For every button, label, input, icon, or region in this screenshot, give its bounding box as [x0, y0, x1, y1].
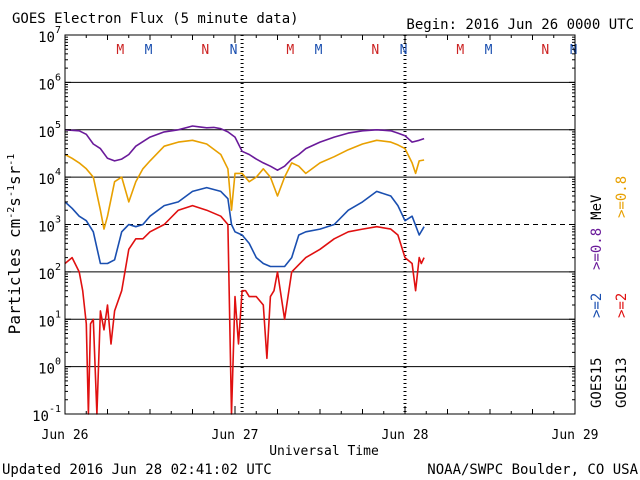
marker-n: N [541, 43, 549, 58]
x-tick-label: Jun 26 [42, 428, 89, 443]
marker-m: M [456, 43, 464, 58]
y-tick-label: 107 [38, 25, 61, 46]
marker-n: N [400, 43, 408, 58]
marker-m: M [116, 43, 124, 58]
legend-goes13-2: >=2 [614, 293, 630, 318]
x-axis-label: Universal Time [269, 444, 379, 459]
marker-m: M [145, 43, 153, 58]
marker-m: M [485, 43, 493, 58]
y-axis-label-exp3: -1 [6, 154, 17, 166]
x-tick-label: Jun 28 [382, 428, 429, 443]
y-axis-label-exp1: -2 [6, 207, 17, 219]
series-line-0 [64, 125, 425, 171]
y-tick-label: 101 [38, 309, 61, 330]
marker-m: M [286, 43, 294, 58]
credit: NOAA/SWPC Boulder, CO USA [427, 462, 638, 478]
marker-n: N [230, 43, 238, 58]
begin-time: Begin: 2016 Jun 26 0000 UTC [406, 17, 634, 33]
updated-timestamp: Updated 2016 Jun 28 02:41:02 UTC [2, 462, 272, 478]
y-axis-label-main: Particles cm [5, 219, 24, 335]
legend-goes13-sat: GOES13 [614, 357, 630, 408]
y-axis-ticks: 10-1 100 101 102 103 104 105 106 107 [32, 25, 575, 425]
marker-n: N [201, 43, 209, 58]
svg-text:Particles cm-2s-1sr-1: Particles cm-2s-1sr-1 [5, 154, 24, 335]
x-axis-ticks: Jun 26 Jun 27 Jun 28 Jun 29 [42, 35, 599, 443]
legend-goes15-08: >=0.8 MeV [589, 194, 605, 270]
marker-m: M [315, 43, 323, 58]
y-tick-label: 102 [38, 262, 61, 283]
series-line-3 [64, 204, 425, 415]
legend-goes15-2: >=2 [589, 293, 605, 318]
y-axis-label-sr: sr [5, 165, 24, 185]
marker-n: N [570, 43, 578, 58]
y-tick-label: 105 [38, 120, 61, 141]
legend-goes15-sat: GOES15 [589, 357, 605, 408]
series-line-2 [64, 186, 425, 268]
marker-n: N [371, 43, 379, 58]
legend-goes15-08-label: >=0.8 [589, 228, 605, 270]
y-axis-label-exp2: -1 [6, 185, 17, 197]
chart-title: GOES Electron Flux (5 minute data) [12, 11, 299, 27]
y-tick-label: 104 [38, 167, 61, 188]
y-axis-label: Particles cm-2s-1sr-1 [5, 154, 24, 335]
x-tick-label: Jun 29 [552, 428, 599, 443]
series-lines [64, 125, 425, 415]
grid-lines [65, 81, 575, 368]
legend: >=0.8 MeV >=2 GOES15 >=0.8 >=2 GOES13 [589, 176, 630, 408]
y-tick-label: 10-1 [32, 404, 61, 425]
x-tick-label: Jun 27 [212, 428, 259, 443]
series-line-1 [64, 139, 425, 230]
y-axis-label-s: s [5, 197, 24, 207]
y-tick-label: 100 [38, 357, 61, 378]
legend-unit: MeV [589, 194, 605, 220]
y-tick-label: 106 [38, 72, 61, 93]
legend-goes13-08: >=0.8 [614, 176, 630, 218]
y-tick-label: 103 [38, 215, 61, 236]
